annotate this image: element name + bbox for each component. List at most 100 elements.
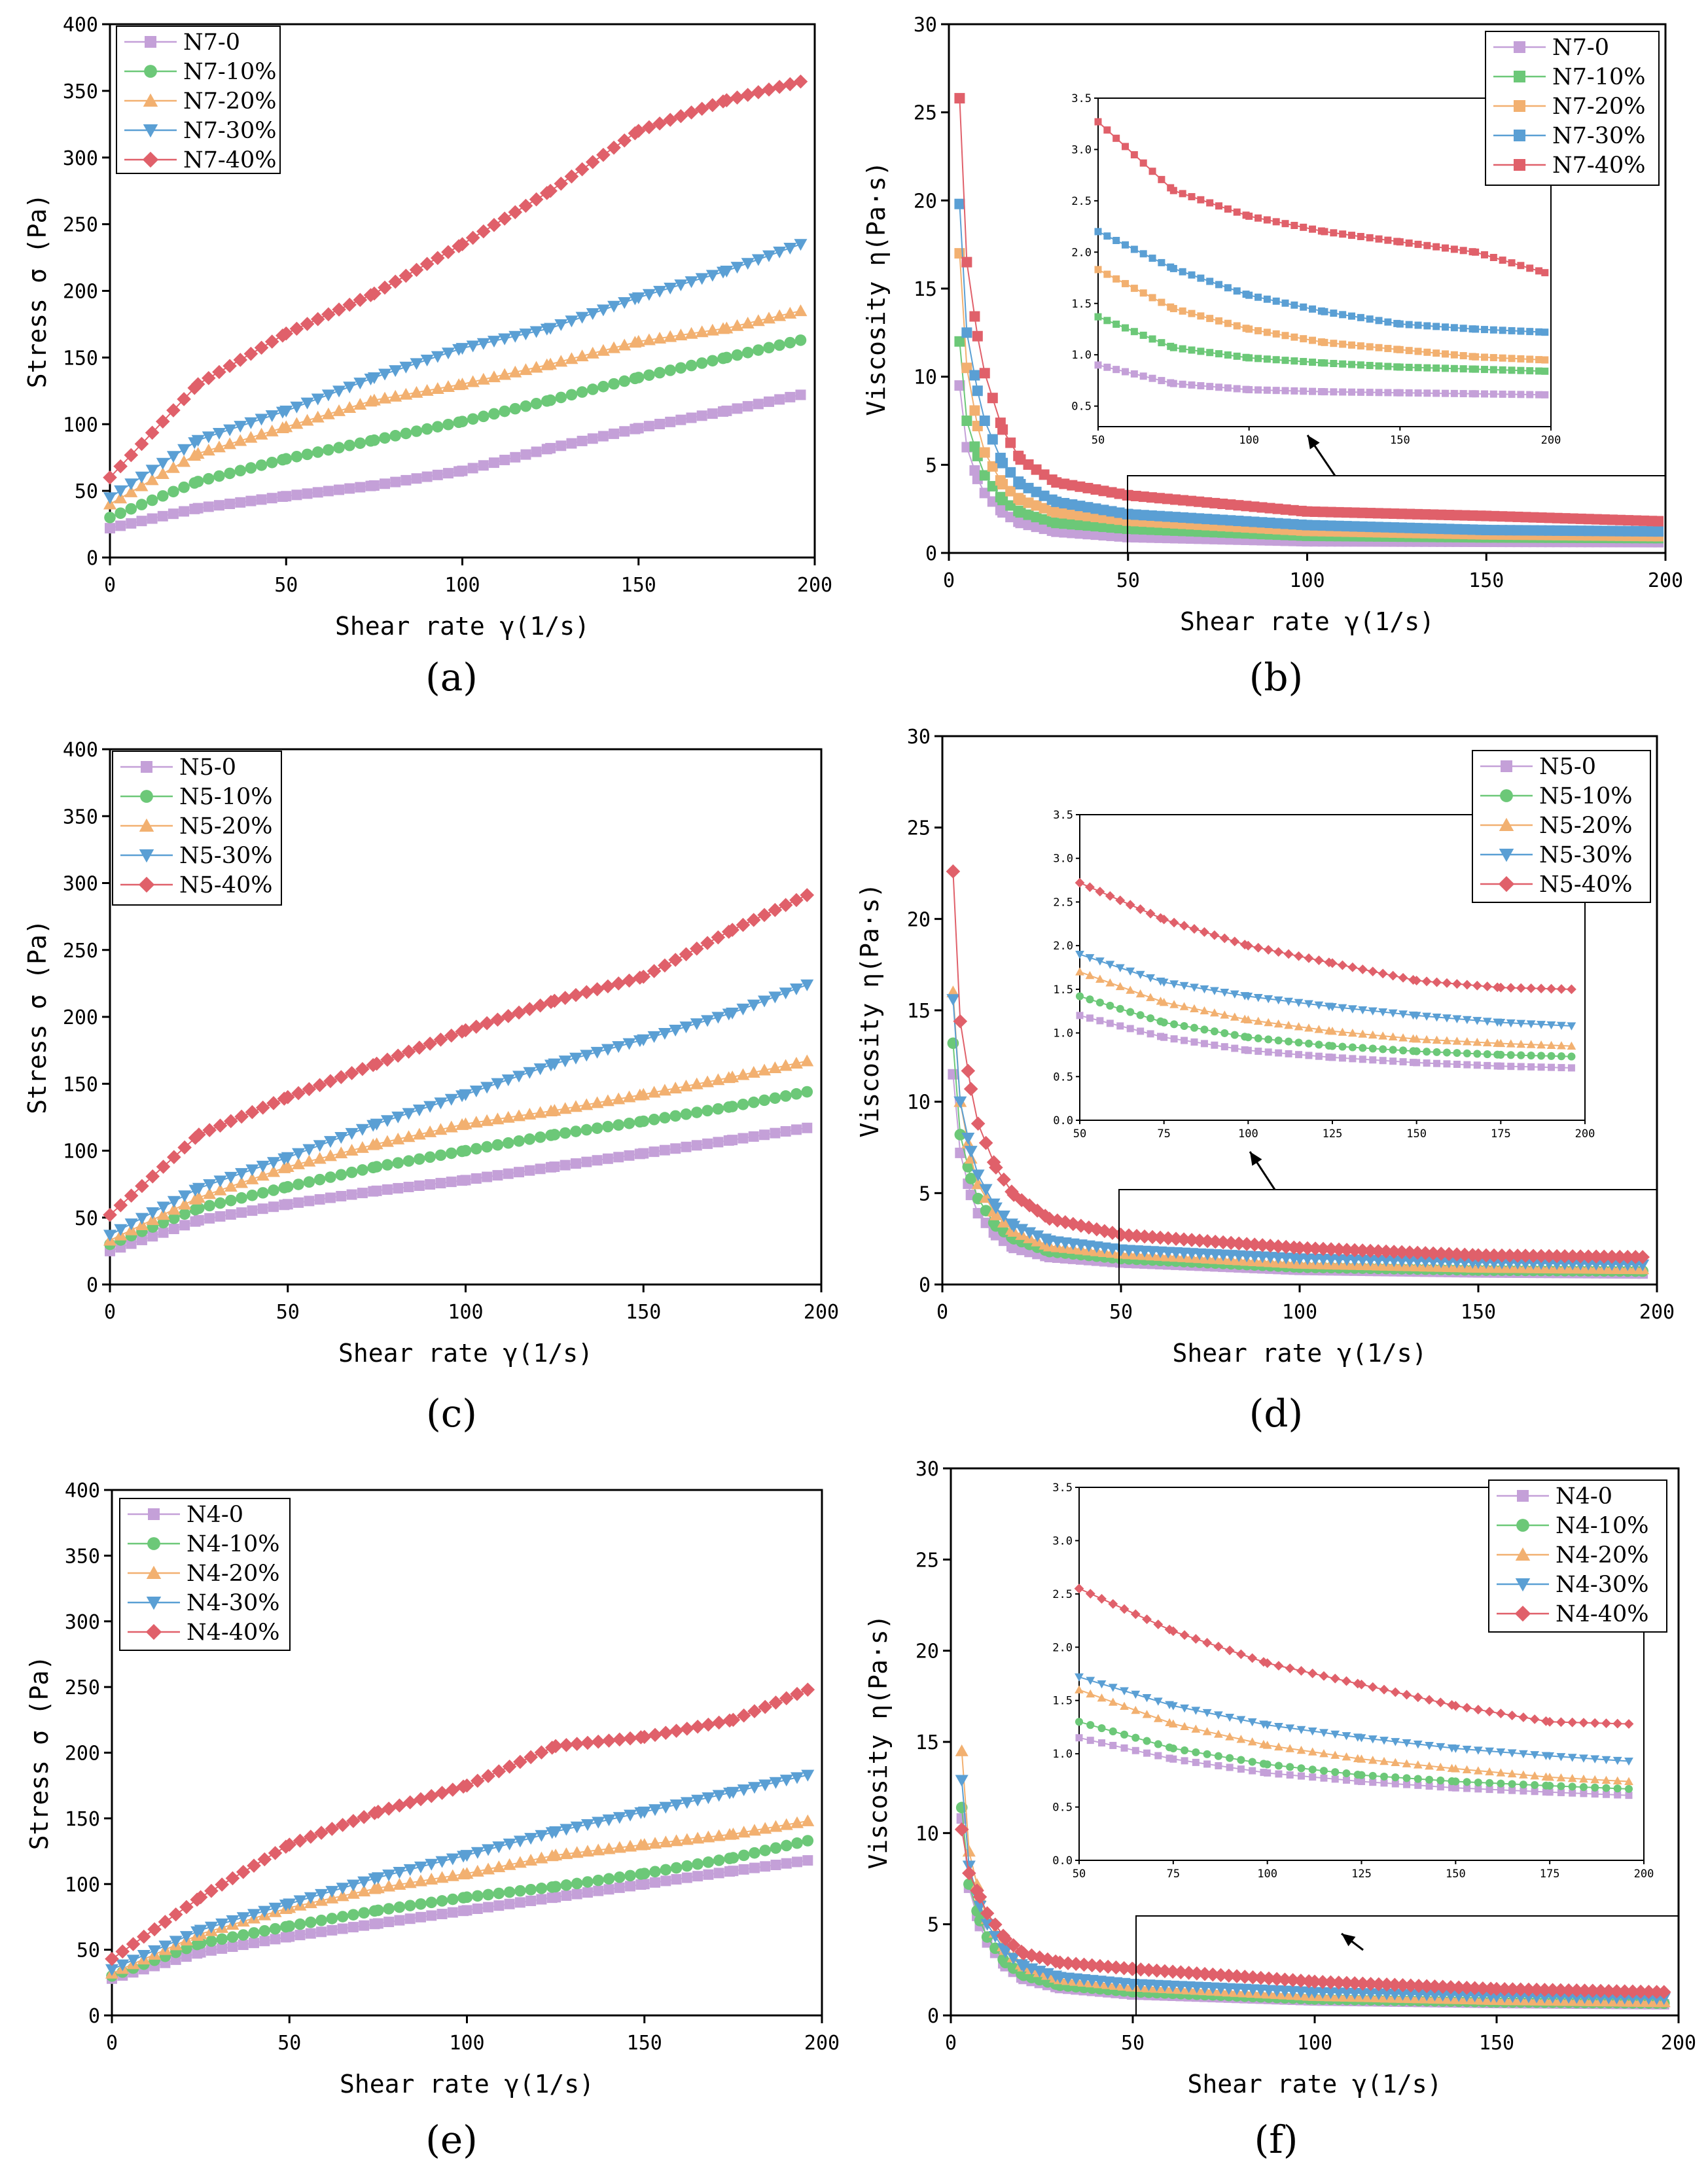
data-point bbox=[685, 359, 698, 372]
inset-y-tick-label: 1.0 bbox=[1052, 1748, 1073, 1761]
inset-x-tick-label: 175 bbox=[1540, 1868, 1560, 1881]
data-point bbox=[736, 1708, 751, 1723]
data-point bbox=[1233, 516, 1244, 527]
data-point bbox=[461, 1905, 472, 1916]
data-point bbox=[1015, 1224, 1029, 1236]
inset-data-point bbox=[1135, 970, 1145, 980]
data-point bbox=[681, 1872, 692, 1883]
data-point bbox=[470, 1773, 485, 1788]
inset-data-point bbox=[1294, 1022, 1304, 1031]
data-point bbox=[1520, 525, 1531, 536]
data-point bbox=[632, 334, 645, 347]
data-point bbox=[692, 1858, 703, 1870]
data-point bbox=[622, 973, 637, 988]
y-tick-label: 30 bbox=[914, 14, 937, 37]
inset-data-point bbox=[1224, 319, 1232, 327]
data-point bbox=[1051, 526, 1062, 537]
data-point bbox=[519, 328, 533, 341]
data-point bbox=[691, 1140, 702, 1151]
data-point bbox=[460, 1850, 474, 1862]
data-point bbox=[508, 205, 523, 220]
inset-data-point bbox=[1459, 352, 1467, 360]
data-point bbox=[414, 1861, 427, 1873]
x-tick-label: 150 bbox=[1468, 569, 1504, 592]
inset-data-point bbox=[1112, 236, 1120, 244]
inset-data-point bbox=[1075, 1718, 1084, 1726]
data-point bbox=[1280, 518, 1291, 529]
data-point bbox=[624, 1869, 636, 1882]
data-point bbox=[1005, 512, 1016, 523]
inset-data-point bbox=[1396, 320, 1404, 328]
data-point bbox=[487, 336, 501, 348]
data-point bbox=[267, 1165, 281, 1177]
legend-marker bbox=[1514, 41, 1525, 53]
data-point bbox=[244, 417, 258, 429]
series-N5-0 bbox=[105, 1122, 813, 1256]
inset-data-point bbox=[1274, 1742, 1283, 1751]
data-point bbox=[145, 1169, 160, 1184]
data-point bbox=[391, 1048, 406, 1063]
inset-data-point bbox=[1453, 1049, 1461, 1057]
data-point bbox=[424, 1151, 436, 1163]
inset-data-point bbox=[1396, 238, 1404, 246]
data-point bbox=[245, 1164, 259, 1177]
data-point bbox=[265, 424, 279, 436]
data-point bbox=[158, 1940, 172, 1953]
data-point bbox=[712, 1790, 726, 1802]
x-tick-label: 150 bbox=[621, 574, 656, 597]
data-point bbox=[508, 330, 522, 343]
inset-data-point bbox=[1342, 1676, 1351, 1686]
legend-label: N7-10% bbox=[1552, 64, 1646, 90]
inset-data-point bbox=[1517, 366, 1525, 374]
inset-data-point bbox=[1517, 355, 1525, 363]
data-point bbox=[648, 1727, 662, 1743]
data-point bbox=[711, 1715, 726, 1730]
inset-data-point bbox=[1264, 1018, 1273, 1027]
inset-data-point bbox=[1254, 1034, 1262, 1042]
data-point bbox=[751, 254, 765, 266]
inset-data-point bbox=[1330, 1673, 1340, 1684]
data-point bbox=[1101, 1959, 1115, 1974]
data-point bbox=[791, 1124, 802, 1135]
data-point bbox=[103, 1230, 116, 1242]
inset-data-point bbox=[1146, 974, 1155, 983]
inset-data-point bbox=[1348, 341, 1356, 349]
data-point bbox=[1397, 508, 1408, 520]
inset-data-point bbox=[1120, 1744, 1128, 1752]
data-point bbox=[1347, 1976, 1362, 1991]
series-N7-40% bbox=[103, 74, 808, 485]
inset-data-point bbox=[1402, 1759, 1412, 1767]
inset-data-point bbox=[1624, 1784, 1633, 1793]
inset-data-point bbox=[1160, 1033, 1168, 1041]
inset-data-point bbox=[1405, 347, 1413, 355]
data-point bbox=[1090, 512, 1101, 523]
data-point bbox=[1005, 486, 1016, 497]
data-point bbox=[948, 1069, 959, 1080]
data-point bbox=[602, 1153, 613, 1164]
inset-data-point bbox=[1180, 1704, 1189, 1713]
data-point bbox=[1007, 1962, 1020, 1974]
data-point bbox=[579, 985, 594, 1000]
inset-data-point bbox=[1507, 1769, 1517, 1778]
inset-data-point bbox=[1481, 366, 1489, 374]
y-tick-label: 0 bbox=[86, 547, 98, 570]
data-point bbox=[481, 1769, 495, 1784]
data-point bbox=[1341, 521, 1352, 532]
inset-data-point bbox=[1286, 1763, 1294, 1771]
data-point bbox=[382, 1159, 393, 1171]
inset-data-point bbox=[1357, 1771, 1366, 1779]
data-point bbox=[529, 192, 544, 207]
data-point bbox=[368, 434, 380, 446]
data-point bbox=[1459, 1980, 1474, 1995]
data-point bbox=[492, 1860, 506, 1873]
data-point bbox=[1636, 1259, 1650, 1271]
data-point bbox=[1249, 501, 1260, 512]
data-point bbox=[1450, 1247, 1465, 1262]
data-point bbox=[1270, 1972, 1284, 1987]
data-point bbox=[535, 1163, 546, 1175]
inset-data-point bbox=[1263, 1760, 1272, 1769]
inset-data-point bbox=[1529, 1714, 1540, 1724]
data-point bbox=[461, 1891, 473, 1904]
inset-data-point bbox=[1557, 1788, 1565, 1796]
data-point bbox=[1552, 512, 1563, 523]
